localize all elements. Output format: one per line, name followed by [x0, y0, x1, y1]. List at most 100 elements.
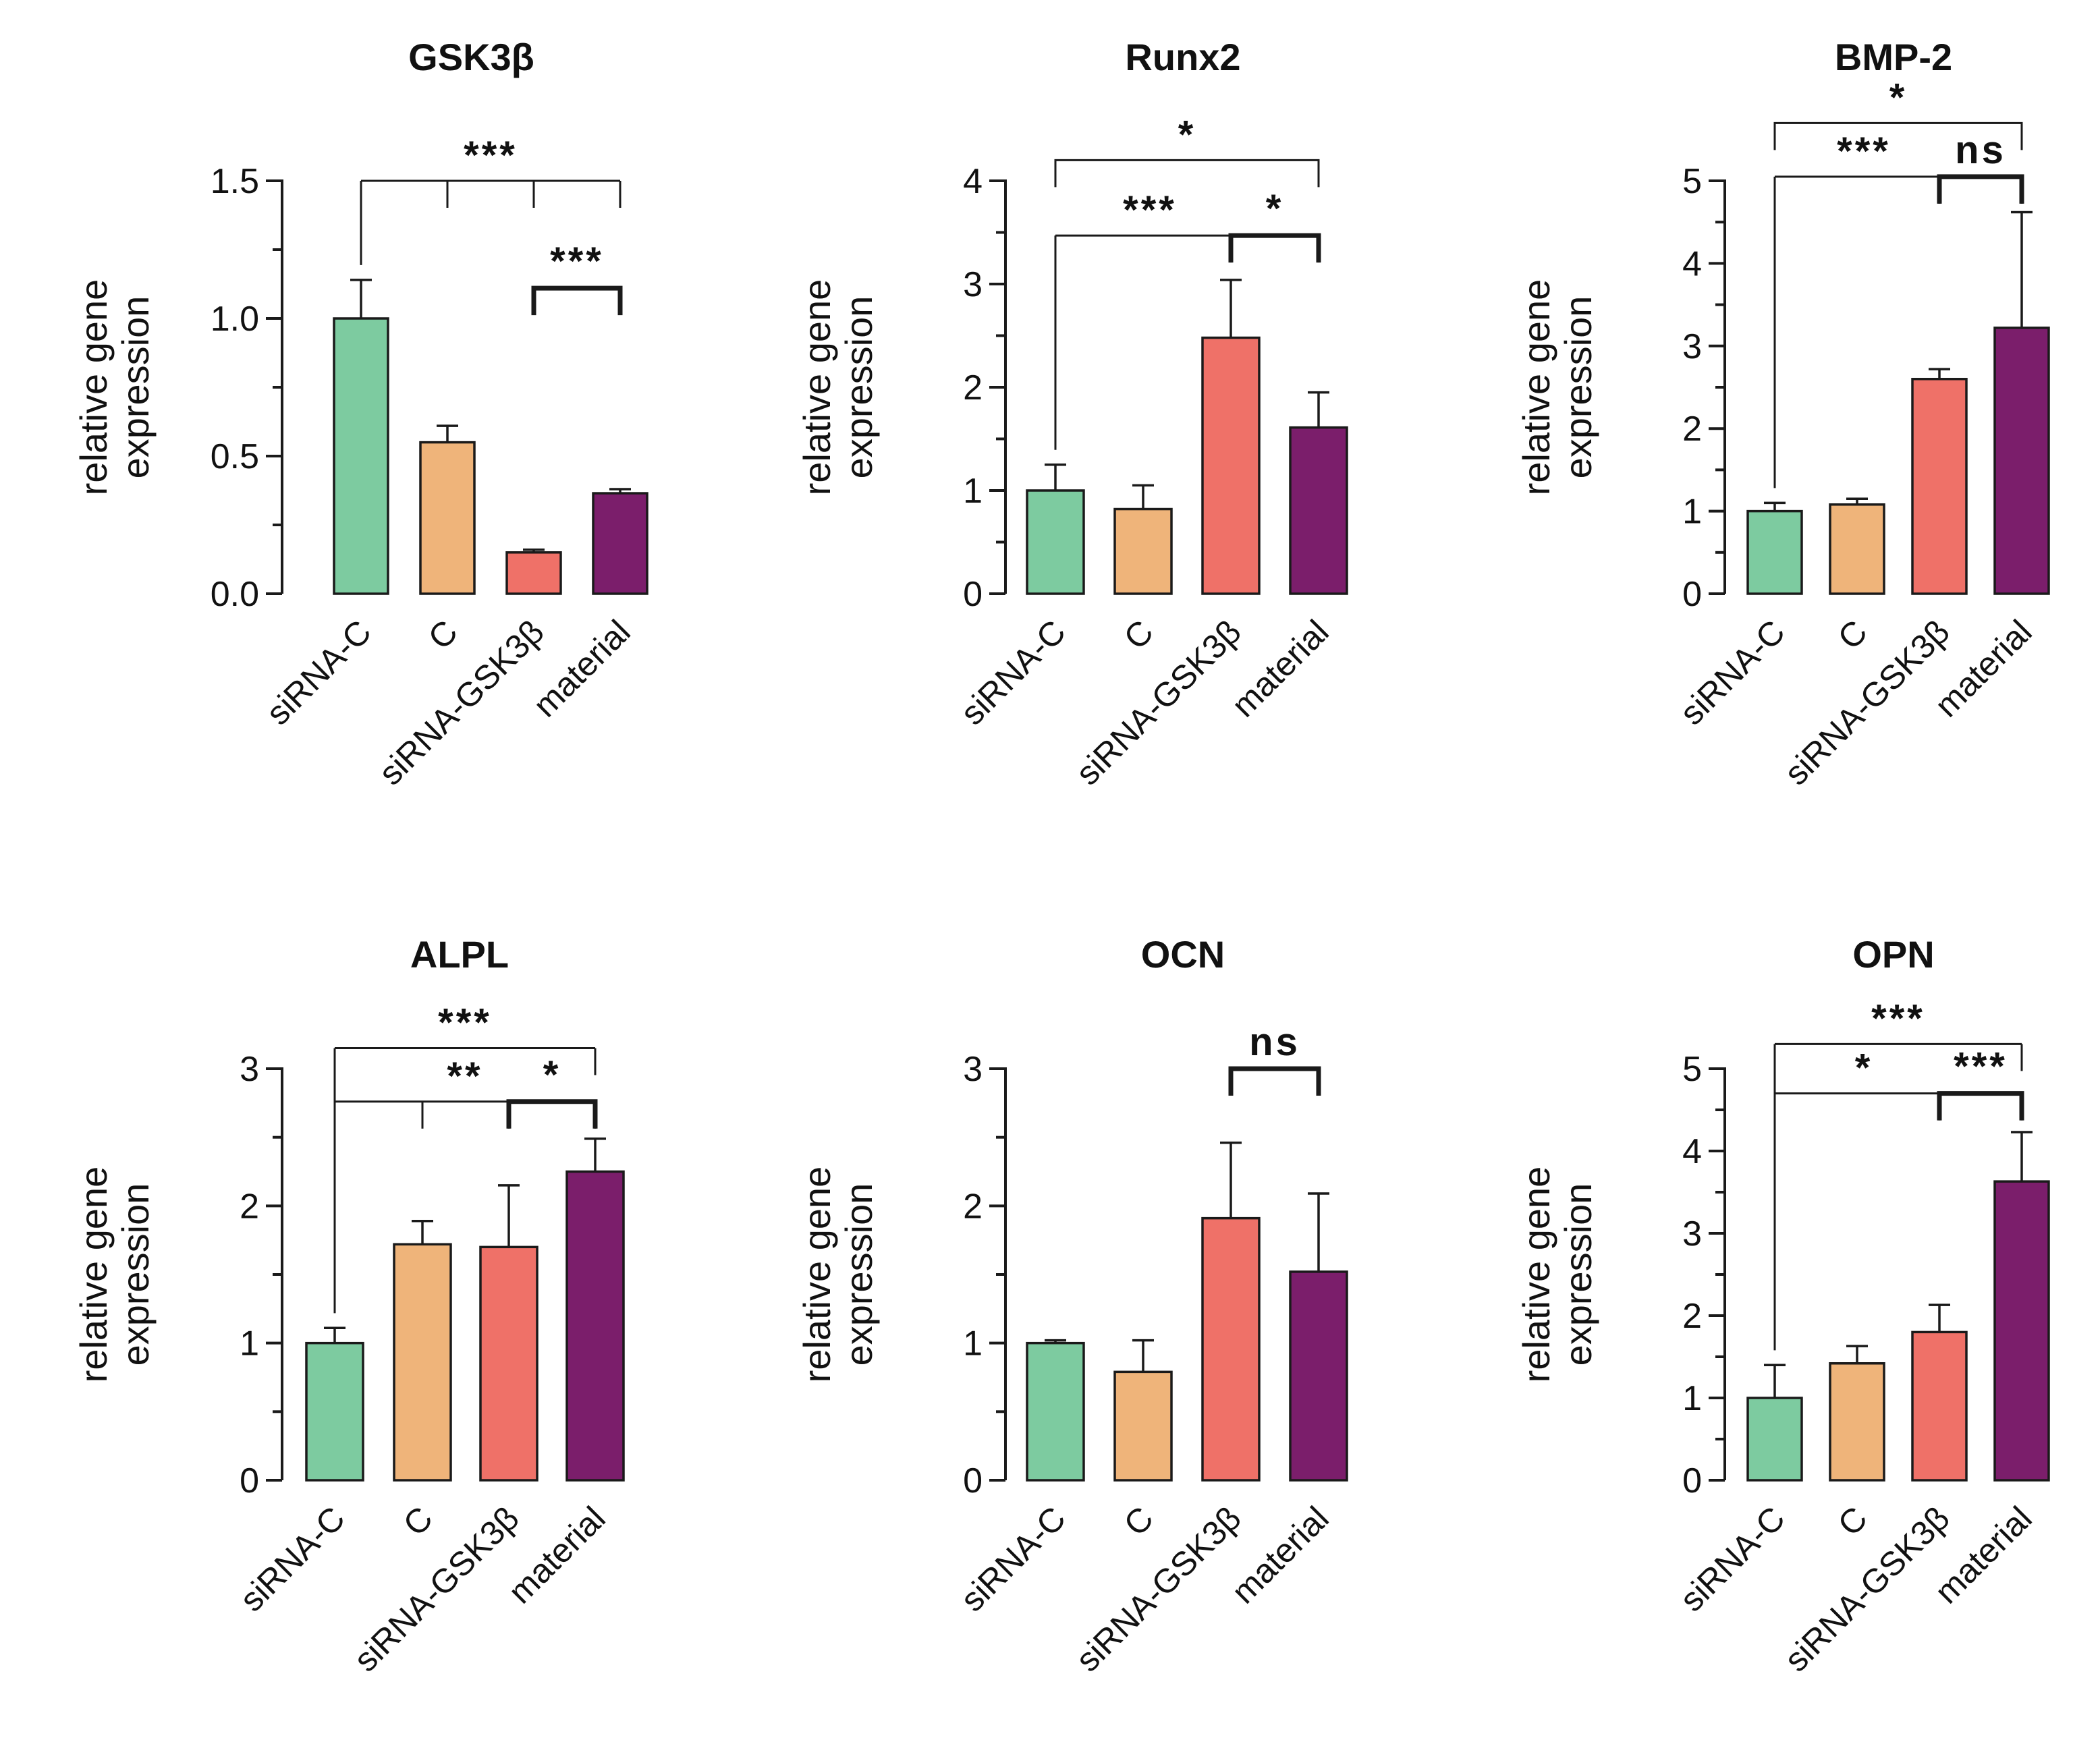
y-tick-label: 1.5 [211, 162, 259, 201]
x-tick-label: material [501, 1499, 612, 1610]
x-tick-label: siRNA-C [233, 1499, 352, 1619]
y-axis-label: relative geneexpression [1515, 1167, 1599, 1383]
y-tick-label: 4 [1682, 1132, 1702, 1171]
significance-label: *** [438, 1001, 492, 1045]
y-axis-label-line: expression [1557, 1183, 1599, 1366]
y-tick-label: 2 [1682, 1297, 1702, 1336]
bar-c [419, 441, 476, 595]
bar-sirna-c [1746, 509, 1803, 595]
y-axis-label: relative geneexpression [72, 279, 157, 496]
y-tick-label: 1.0 [211, 300, 259, 339]
y-tick-label: 1 [1682, 1379, 1702, 1418]
y-axis-label: relative geneexpression [796, 279, 880, 496]
chart-title: GSK3β [408, 36, 534, 78]
bar-sirna-c [1746, 1397, 1803, 1482]
x-tick-label: material [1224, 613, 1335, 724]
x-tick-label: material [1224, 1499, 1335, 1610]
y-tick-label: 2 [963, 1187, 983, 1226]
y-axis-label-line: expression [837, 296, 880, 479]
y-axis-label-line: relative gene [796, 279, 838, 496]
significance-bracket [1773, 121, 2023, 150]
significance-label: * [543, 1053, 561, 1097]
bar-material [1993, 327, 2050, 595]
bar-sirna-gsk3- [1201, 336, 1261, 595]
bar-material [565, 1170, 625, 1482]
bar-sirna-gsk3- [1201, 1216, 1261, 1482]
significance-bracket-pair [1937, 1091, 2024, 1121]
significance-label: * [1889, 76, 1908, 119]
x-tick-label: siRNA-C [954, 613, 1073, 732]
y-tick-label: 1 [240, 1324, 259, 1364]
y-tick-label: 3 [1682, 1214, 1702, 1254]
y-axis-label-line: expression [114, 296, 157, 479]
y-tick-label: 0 [1682, 1461, 1702, 1500]
significance-label: *** [550, 240, 604, 283]
significance-label: *** [1954, 1045, 2008, 1089]
bar-c [1113, 1370, 1173, 1482]
y-tick-label: 0 [963, 1461, 983, 1500]
significance-label: * [1855, 1046, 1873, 1090]
chart-title: OPN [1852, 933, 1934, 976]
significance-bracket-pair [506, 1099, 598, 1129]
x-tick-label: C [1117, 1499, 1161, 1543]
y-tick-label: 5 [1682, 1050, 1702, 1089]
bar-c [1829, 1362, 1885, 1482]
x-tick-label: siRNA-C [1673, 1499, 1792, 1619]
y-axis-label-line: relative gene [1515, 279, 1557, 496]
y-tick-label: 3 [963, 265, 983, 304]
bar-material [1289, 426, 1348, 595]
y-axis-label-line: relative gene [72, 1167, 115, 1383]
y-tick-label: 4 [963, 162, 983, 201]
y-tick-label: 5 [1682, 162, 1702, 201]
significance-label: * [1178, 113, 1196, 157]
y-axis-label: relative geneexpression [796, 1167, 880, 1383]
x-tick-label: C [1831, 613, 1875, 656]
y-axis-label-line: expression [114, 1183, 157, 1366]
y-tick-label: 1 [963, 1324, 983, 1364]
y-axis-label: relative geneexpression [72, 1167, 157, 1383]
chart-title: OCN [1141, 933, 1225, 976]
bar-sirna-gsk3- [1911, 1330, 1968, 1482]
significance-label: *** [464, 134, 518, 177]
x-tick-label: material [526, 613, 637, 724]
significance-bracket-pair [1228, 1066, 1321, 1096]
panel-opn: OPN relative geneexpression 0 1 2 3 4 5 siRNA-C C… [1515, 933, 2050, 1679]
y-axis-label-line: relative gene [1515, 1167, 1557, 1383]
significance-bracket-pair [1228, 233, 1321, 263]
bar-material [1993, 1180, 2050, 1482]
x-tick-label: C [396, 1499, 440, 1543]
significance-bracket [1054, 159, 1320, 188]
y-axis-label-line: expression [837, 1183, 880, 1366]
bar-sirna-c [305, 1341, 364, 1482]
y-axis-label-line: relative gene [72, 279, 115, 496]
x-tick-label: siRNA-C [1673, 613, 1792, 732]
significance-label: *** [1837, 130, 1891, 173]
x-tick-label: siRNA-C [954, 1499, 1073, 1619]
y-tick-label: 3 [240, 1050, 259, 1089]
bar-c [393, 1243, 452, 1482]
chart-title: BMP-2 [1835, 36, 1952, 78]
y-tick-label: 0.0 [211, 575, 259, 614]
y-axis-label: relative geneexpression [1515, 279, 1599, 496]
significance-label: ns [1955, 128, 2006, 172]
significance-label: *** [1123, 188, 1177, 232]
y-tick-label: 2 [1682, 410, 1702, 449]
x-tick-label: siRNA-C [259, 613, 379, 732]
y-tick-label: 0 [1682, 575, 1702, 614]
y-tick-label: 4 [1682, 244, 1702, 283]
x-tick-label: C [1117, 613, 1161, 656]
significance-label: * [1266, 187, 1284, 231]
x-tick-label: C [1831, 1499, 1875, 1543]
y-tick-label: 1 [963, 472, 983, 511]
significance-label: ** [447, 1055, 482, 1098]
bar-sirna-c [333, 317, 389, 595]
significance-label: *** [1871, 997, 1925, 1040]
y-tick-label: 2 [240, 1187, 259, 1226]
bar-sirna-gsk3- [479, 1245, 538, 1482]
significance-label: ns [1249, 1020, 1300, 1064]
y-tick-label: 3 [963, 1050, 983, 1089]
panel-runx2: Runx2 relative geneexpression 0 1 2 3 4 siRNA-C… [796, 36, 1348, 792]
y-tick-label: 0 [240, 1461, 259, 1500]
